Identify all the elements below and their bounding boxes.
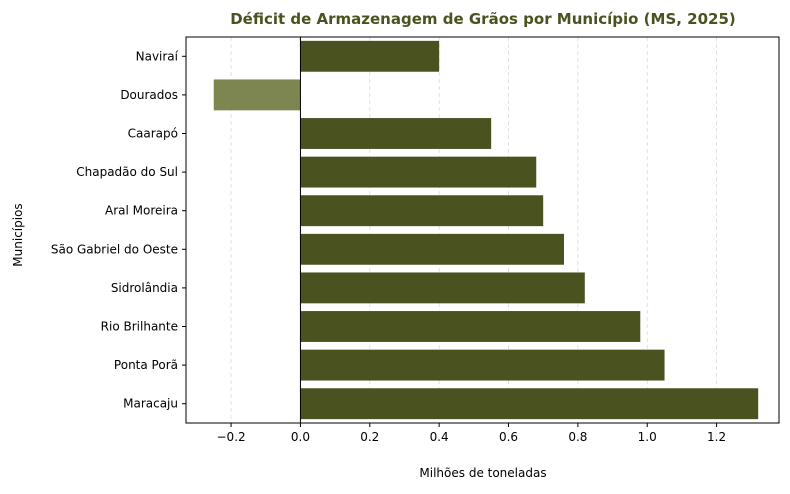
x-tick-label: 0.2 bbox=[360, 430, 379, 444]
y-tick-label: Chapadão do Sul bbox=[76, 165, 178, 179]
x-tick-label: 0.8 bbox=[568, 430, 587, 444]
bar bbox=[300, 40, 440, 72]
bar bbox=[300, 118, 492, 149]
x-ticks: −0.2 0.0 0.2 0.4 0.6 0.8 1.0 1.2 bbox=[217, 423, 726, 444]
x-tick-label: 0.6 bbox=[499, 430, 518, 444]
x-axis-label: Milhões de toneladas bbox=[419, 466, 546, 480]
y-tick-label: Sidrolândia bbox=[111, 281, 178, 295]
x-tick-label: 1.2 bbox=[707, 430, 726, 444]
bar bbox=[213, 79, 301, 111]
x-tick-label: 1.0 bbox=[638, 430, 657, 444]
y-tick-label: Rio Brilhante bbox=[101, 320, 178, 334]
bar bbox=[300, 272, 585, 304]
plot-frame bbox=[185, 36, 780, 424]
x-tick-label: −0.2 bbox=[217, 430, 246, 444]
bar bbox=[300, 311, 641, 342]
bars-group bbox=[213, 40, 759, 420]
x-tick-label: 0.0 bbox=[291, 430, 310, 444]
bar bbox=[300, 156, 537, 188]
y-tick-label: Ponta Porã bbox=[114, 358, 178, 372]
y-tick-label: São Gabriel do Oeste bbox=[51, 242, 178, 256]
y-axis-label: Municípios bbox=[11, 203, 25, 266]
y-tick-label: Dourados bbox=[120, 88, 178, 102]
x-tick-label: 0.4 bbox=[430, 430, 449, 444]
y-tick-label: Maracaju bbox=[123, 397, 178, 411]
bar bbox=[300, 233, 564, 265]
bar bbox=[300, 195, 544, 227]
y-tick-label: Aral Moreira bbox=[105, 204, 178, 218]
chart-title: Déficit de Armazenagem de Grãos por Muni… bbox=[230, 10, 736, 28]
y-ticks: Maracaju Ponta Porã Rio Brilhante Sidrolând… bbox=[51, 49, 186, 411]
bar bbox=[300, 349, 665, 381]
y-tick-label: Naviraí bbox=[136, 49, 179, 63]
bar bbox=[300, 388, 759, 420]
y-tick-label: Caarapó bbox=[128, 127, 178, 141]
